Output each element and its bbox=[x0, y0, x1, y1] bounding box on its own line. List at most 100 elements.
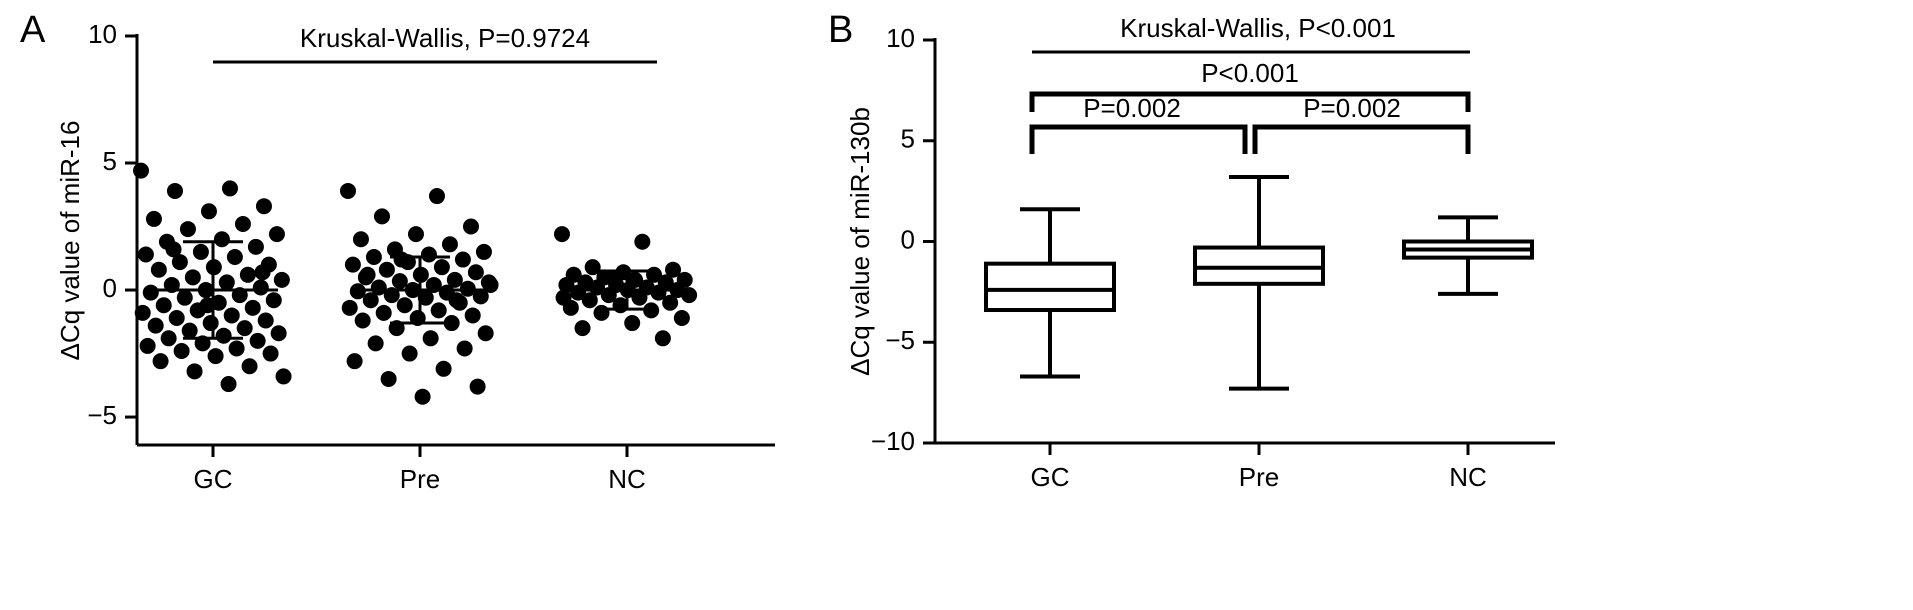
point bbox=[555, 289, 572, 306]
point bbox=[673, 309, 690, 326]
point bbox=[192, 243, 209, 260]
annotation: P=0.002 bbox=[1083, 93, 1181, 123]
point bbox=[254, 264, 271, 281]
y-tick-label: 0 bbox=[901, 224, 915, 254]
point bbox=[352, 231, 369, 248]
point bbox=[654, 330, 671, 347]
point bbox=[244, 299, 261, 316]
point bbox=[249, 332, 266, 349]
point bbox=[268, 226, 285, 243]
point bbox=[340, 182, 356, 199]
point bbox=[554, 226, 570, 243]
point bbox=[396, 297, 413, 314]
y-tick-label: −5 bbox=[87, 400, 117, 430]
box bbox=[1193, 245, 1325, 286]
point bbox=[171, 254, 188, 271]
point bbox=[247, 238, 264, 255]
point bbox=[443, 315, 460, 332]
point bbox=[142, 284, 159, 301]
y-axis-label: ΔCq value of miR-16 bbox=[55, 121, 85, 361]
point bbox=[155, 297, 172, 314]
point bbox=[464, 307, 481, 324]
point bbox=[241, 358, 258, 375]
point bbox=[200, 203, 217, 220]
point bbox=[226, 249, 243, 266]
y-tick-label: 0 bbox=[103, 273, 117, 303]
box bbox=[984, 261, 1116, 313]
point bbox=[133, 162, 149, 179]
point bbox=[184, 269, 201, 286]
point bbox=[207, 348, 224, 365]
x-tick-label: GC bbox=[1031, 462, 1070, 492]
point bbox=[462, 218, 479, 235]
point bbox=[475, 243, 492, 260]
point bbox=[435, 360, 452, 377]
point bbox=[574, 320, 591, 337]
point bbox=[448, 292, 465, 309]
point bbox=[228, 340, 245, 357]
point bbox=[236, 320, 253, 337]
point bbox=[354, 312, 371, 329]
y-tick-label: 10 bbox=[88, 19, 117, 49]
point bbox=[344, 256, 361, 273]
point bbox=[147, 317, 164, 334]
title: Kruskal-Wallis, P=0.9724 bbox=[300, 23, 590, 53]
annotation: P=0.002 bbox=[1303, 93, 1401, 123]
y-tick-label: 5 bbox=[901, 124, 915, 154]
point bbox=[362, 292, 379, 309]
title: Kruskal-Wallis, P<0.001 bbox=[1120, 13, 1396, 43]
point bbox=[373, 208, 390, 225]
point bbox=[220, 376, 237, 393]
point bbox=[137, 246, 154, 263]
point bbox=[624, 315, 641, 332]
point bbox=[341, 299, 358, 316]
bracket bbox=[1029, 124, 1248, 154]
point bbox=[273, 271, 290, 288]
point bbox=[365, 249, 382, 266]
point bbox=[152, 353, 169, 370]
point bbox=[380, 370, 397, 387]
bracket bbox=[1029, 91, 1471, 112]
point bbox=[401, 345, 418, 362]
point bbox=[168, 309, 185, 326]
y-tick-label: −5 bbox=[885, 325, 915, 355]
point bbox=[456, 340, 473, 357]
point bbox=[186, 363, 203, 380]
point bbox=[605, 269, 622, 286]
x-tick-label: Pre bbox=[400, 464, 440, 494]
point bbox=[181, 322, 198, 339]
point bbox=[265, 292, 282, 309]
annotation: P<0.001 bbox=[1201, 58, 1299, 88]
point bbox=[665, 261, 682, 278]
x-tick-label: NC bbox=[608, 464, 646, 494]
point bbox=[176, 289, 193, 306]
point bbox=[472, 288, 489, 305]
point bbox=[467, 264, 484, 281]
point bbox=[160, 330, 177, 347]
point bbox=[430, 302, 447, 319]
point bbox=[454, 251, 471, 268]
point bbox=[428, 188, 445, 205]
point bbox=[393, 251, 410, 268]
point bbox=[145, 210, 162, 227]
point bbox=[221, 180, 238, 197]
point bbox=[257, 312, 274, 329]
point bbox=[270, 325, 287, 342]
y-tick-label: 10 bbox=[886, 23, 915, 53]
point bbox=[218, 274, 235, 291]
point bbox=[179, 221, 196, 238]
point bbox=[662, 294, 679, 311]
point bbox=[252, 279, 269, 296]
point bbox=[255, 198, 272, 215]
point bbox=[359, 266, 376, 283]
point bbox=[441, 236, 458, 253]
x-tick-label: GC bbox=[194, 464, 233, 494]
point bbox=[346, 353, 363, 370]
y-axis-label: ΔCq value of miR-130b bbox=[845, 107, 875, 376]
point bbox=[150, 261, 167, 278]
point bbox=[433, 259, 450, 276]
point bbox=[407, 226, 424, 243]
panel-label: B bbox=[828, 9, 853, 51]
point bbox=[414, 388, 431, 405]
point bbox=[275, 368, 292, 385]
